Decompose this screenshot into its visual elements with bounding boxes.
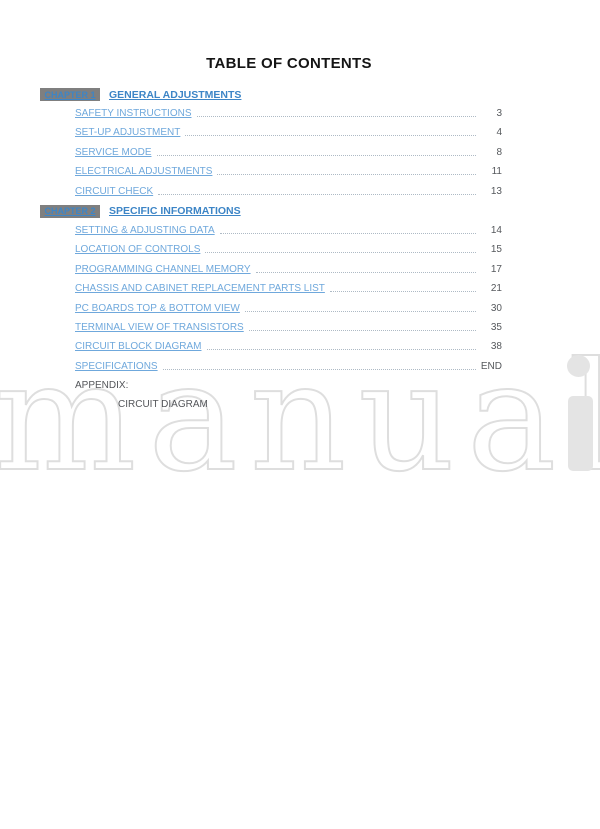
toc-row: CIRCUIT BLOCK DIAGRAM 38 [40,341,502,353]
toc-row: CIRCUIT CHECK 13 [40,186,502,198]
dot-leader [248,329,476,331]
toc-chapter-row: CHAPTER 1 GENERAL ADJUSTMENTS [40,88,502,101]
page-number: 3 [496,108,502,119]
toc-row: SERVICE MODE 8 [40,147,502,159]
toc-link[interactable]: SAFETY INSTRUCTIONS [75,108,192,119]
toc-row: CHASSIS AND CABINET REPLACEMENT PARTS LI… [40,283,502,295]
dot-leader [219,232,476,234]
page-number: 15 [490,244,502,256]
toc-link[interactable]: CHASSIS AND CABINET REPLACEMENT PARTS LI… [75,283,325,295]
page-number: 38 [490,341,502,353]
toc-link[interactable]: LOCATION OF CONTROLS [75,244,201,256]
dot-leader [185,135,476,137]
toc-link[interactable]: SET-UP ADJUSTMENT [75,127,181,139]
toc-link[interactable]: CIRCUIT BLOCK DIAGRAM [75,341,202,353]
page-number: 13 [490,185,502,197]
toc-link[interactable]: SPECIFICATIONS [75,360,158,372]
page-title: TABLE OF CONTENTS [206,55,372,72]
dot-leader [158,193,476,195]
page-number: 8 [496,146,502,158]
toc-link[interactable]: PC BOARDS TOP & BOTTOM VIEW [75,302,240,314]
appendix-label: APPENDIX: [75,380,129,392]
page-number: 14 [490,224,502,236]
page-number: 4 [496,127,502,139]
toc-link[interactable]: SERVICE MODE [75,146,152,158]
dot-leader [162,368,476,370]
toc-link[interactable]: ELECTRICAL ADJUSTMENTS [75,166,213,178]
toc-row: LOCATION OF CONTROLS 15 [40,244,502,256]
toc-row: TERMINAL VIEW OF TRANSISTORS 35 [40,322,502,334]
table-of-contents: CHAPTER 1 GENERAL ADJUSTMENTS SAFETY INS… [40,88,502,373]
dot-leader [156,154,476,156]
dot-leader [205,252,476,254]
chapter-badge[interactable]: CHAPTER 1 [40,88,100,101]
toc-link[interactable]: TERMINAL VIEW OF TRANSISTORS [75,321,244,333]
toc-row: PROGRAMMING CHANNEL MEMORY 17 [40,264,502,276]
dot-leader [196,116,476,117]
toc-row: SETTING & ADJUSTING DATA 14 [40,225,502,237]
dot-leader [329,291,476,293]
dot-leader [244,310,476,312]
toc-row: SPECIFICATIONS END [40,361,502,373]
chapter-badge-label: CHAPTER 1 [44,89,96,100]
toc-row: SET-UP ADJUSTMENT 4 [40,127,502,139]
chapter-badge[interactable]: CHAPTER 2 [40,204,100,218]
appendix-section: APPENDIX: CIRCUIT DIAGRAM [75,380,600,411]
toc-chapter-row: CHAPTER 2 SPECIFIC INFORMATIONS [40,204,502,218]
dot-leader [255,271,476,273]
appendix-item: CIRCUIT DIAGRAM [118,399,208,411]
page-number: 11 [491,166,502,178]
page-number: 21 [490,283,502,295]
toc-chapter-link[interactable]: GENERAL ADJUSTMENTS [109,88,242,101]
toc-link[interactable]: SETTING & ADJUSTING DATA [75,224,215,236]
toc-link[interactable]: PROGRAMMING CHANNEL MEMORY [75,263,251,275]
page-number: 17 [490,263,502,275]
page-number: END [480,360,502,372]
toc-chapter-link[interactable]: SPECIFIC INFORMATIONS [109,205,241,218]
watermark-i-dot-icon [567,355,590,377]
toc-row: PC BOARDS TOP & BOTTOM VIEW 30 [40,303,502,315]
toc-row: SAFETY INSTRUCTIONS 3 [40,108,502,120]
page-number: 30 [490,302,502,314]
chapter-badge-label: CHAPTER 2 [44,206,96,217]
toc-link[interactable]: CIRCUIT CHECK [75,185,154,197]
toc-row: ELECTRICAL ADJUSTMENTS 11 [40,166,502,178]
dot-leader [206,349,476,351]
page-number: 35 [490,321,502,333]
dot-leader [217,174,476,176]
